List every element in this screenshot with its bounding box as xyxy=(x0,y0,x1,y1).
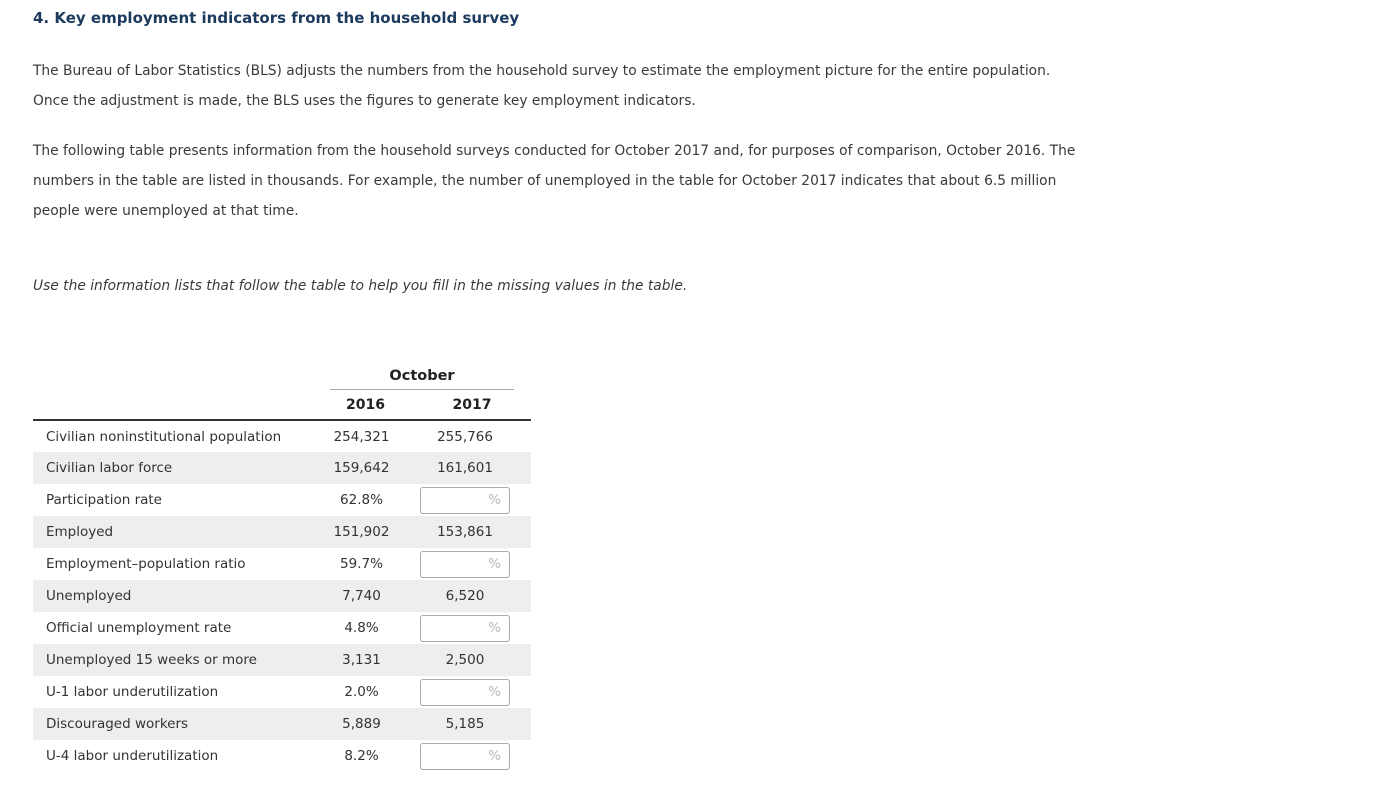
row-participation-rate: Participation rate 62.8% xyxy=(33,484,531,516)
row-label: Unemployed xyxy=(46,588,132,604)
value-2017: 6,520 xyxy=(445,588,485,604)
value-2016: 151,902 xyxy=(333,524,390,540)
value-2016: 62.8% xyxy=(340,492,383,508)
intro-paragraph-1: The Bureau of Labor Statistics (BLS) adj… xyxy=(33,56,1361,116)
value-2016: 254,321 xyxy=(333,428,390,445)
official-unemployment-rate-2017-input[interactable] xyxy=(420,614,510,642)
u4-labor-underutilization-2017-input[interactable] xyxy=(420,742,510,770)
row-label: Employed xyxy=(46,524,114,540)
row-civilian-noninstitutional-population: Civilian noninstitutional population 254… xyxy=(33,420,531,452)
paragraph-line: Once the adjustment is made, the BLS use… xyxy=(33,93,696,109)
value-2016: 59.7% xyxy=(340,556,383,572)
row-u1-labor-underutilization: U-1 labor underutilization 2.0% xyxy=(33,676,531,708)
value-2017-input-cell xyxy=(413,484,531,516)
employment-population-ratio-2017-input[interactable] xyxy=(420,550,510,578)
row-label: Participation rate xyxy=(46,492,162,508)
value-2017: 255,766 xyxy=(437,428,493,445)
row-label: Civilian labor force xyxy=(46,460,173,476)
value-2017: 153,861 xyxy=(437,524,493,540)
row-label: Official unemployment rate xyxy=(46,620,232,636)
value-2017-input-cell xyxy=(413,548,531,580)
paragraph-line: The following table presents information… xyxy=(33,143,1076,159)
value-2016: 4.8% xyxy=(344,620,379,636)
value-2016: 8.2% xyxy=(344,748,379,764)
empty-header-cell xyxy=(33,364,318,390)
year-header-2017: 2017 xyxy=(413,390,531,421)
row-employed: Employed 151,902 153,861 xyxy=(33,516,531,548)
value-2017: 2,500 xyxy=(445,652,485,668)
value-2017-input-cell xyxy=(413,740,531,772)
october-group-header: October xyxy=(330,368,514,390)
year-header-row: 2016 2017 xyxy=(33,390,531,421)
value-2016: 7,740 xyxy=(342,588,381,604)
row-discouraged-workers: Discouraged workers 5,889 5,185 xyxy=(33,708,531,740)
u1-labor-underutilization-2017-input[interactable] xyxy=(420,678,510,706)
value-2017: 5,185 xyxy=(445,716,485,732)
value-2017-input-cell xyxy=(413,612,531,644)
value-2016: 159,642 xyxy=(333,460,390,476)
row-label: Employment–population ratio xyxy=(46,556,246,572)
paragraph-line: numbers in the table are listed in thous… xyxy=(33,173,1057,189)
row-official-unemployment-rate: Official unemployment rate 4.8% xyxy=(33,612,531,644)
year-header-2016: 2016 xyxy=(318,390,413,421)
value-2017: 161,601 xyxy=(437,460,493,476)
row-unemployed: Unemployed 7,740 6,520 xyxy=(33,580,531,612)
page-title: 4. Key employment indicators from the ho… xyxy=(33,9,520,27)
row-employment-population-ratio: Employment–population ratio 59.7% xyxy=(33,548,531,580)
row-label: U-1 labor underutilization xyxy=(46,684,219,700)
content-area: 4. Key employment indicators from the ho… xyxy=(33,9,1361,772)
value-2016: 3,131 xyxy=(342,652,381,668)
intro-paragraph-2: The following table presents information… xyxy=(33,136,1361,226)
participation-rate-2017-input[interactable] xyxy=(420,486,510,514)
row-label: Civilian noninstitutional population xyxy=(46,428,282,445)
row-u4-labor-underutilization: U-4 labor underutilization 8.2% xyxy=(33,740,531,772)
paragraph-line: The Bureau of Labor Statistics (BLS) adj… xyxy=(33,63,1051,79)
value-2016: 2.0% xyxy=(344,684,379,700)
instruction-note: Use the information lists that follow th… xyxy=(33,278,688,294)
row-label: Discouraged workers xyxy=(46,716,189,732)
group-header-cell: October xyxy=(318,364,531,390)
value-2016: 5,889 xyxy=(342,716,381,732)
paragraph-line: people were unemployed at that time. xyxy=(33,203,299,219)
row-civilian-labor-force: Civilian labor force 159,642 161,601 xyxy=(33,452,531,484)
row-unemployed-15-weeks-or-more: Unemployed 15 weeks or more 3,131 2,500 xyxy=(33,644,531,676)
row-label: U-4 labor underutilization xyxy=(46,748,219,764)
employment-indicators-table: October 2016 2017 Civilian noninstitutio… xyxy=(33,364,531,772)
empty-header-cell xyxy=(33,390,318,421)
group-header-row: October xyxy=(33,364,531,390)
value-2017-input-cell xyxy=(413,676,531,708)
row-label: Unemployed 15 weeks or more xyxy=(46,652,257,668)
